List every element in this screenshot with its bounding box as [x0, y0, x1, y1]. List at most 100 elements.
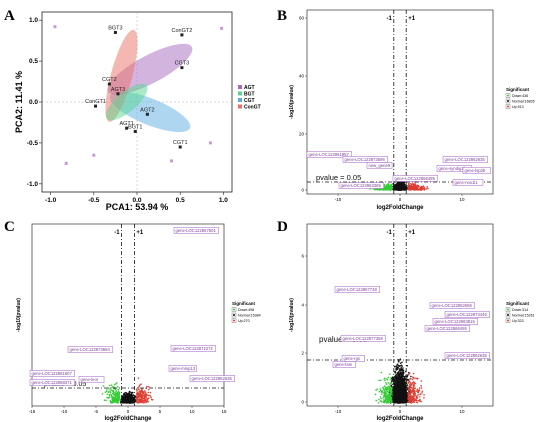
volcano-point-down: [118, 393, 121, 395]
volcano-xtick-label: -10: [61, 409, 68, 414]
volcano-point-up: [413, 392, 415, 395]
volcano-point: [394, 184, 397, 186]
volcano-point-up: [409, 382, 412, 384]
volcano-point-down: [386, 186, 388, 189]
volcano-point: [400, 387, 403, 389]
volcano-point: [402, 369, 404, 372]
volcano-point: [402, 367, 404, 369]
pca-ytick-label: 0.5: [29, 58, 38, 65]
volcano-point-down: [385, 188, 387, 190]
volcano-point-down: [386, 398, 389, 401]
volcano-point: [396, 184, 398, 187]
volcano-point: [395, 383, 398, 386]
volcano-point-up: [414, 382, 417, 385]
volcano-point-down: [375, 389, 377, 391]
gene-label-box: [444, 352, 490, 359]
volcano-point-down: [111, 401, 114, 403]
volcano-legend-dot: [507, 319, 509, 322]
volcano-point: [394, 187, 396, 190]
volcano-point-up: [416, 399, 418, 402]
volcano-point-up: [427, 187, 429, 190]
volcano-point: [403, 381, 405, 384]
gene-label-box: [332, 361, 356, 368]
volcano-legend-dot: [507, 94, 509, 97]
volcano-point-up: [423, 394, 425, 396]
volcano-point-down: [110, 389, 113, 391]
gene-label-box: [366, 162, 393, 169]
volcano-point-up: [421, 390, 424, 393]
volcano-point-down: [103, 399, 106, 401]
volcano-point-down: [390, 386, 393, 389]
volcano-point-down: [113, 396, 116, 399]
volcano-vline-label: +1: [408, 16, 416, 22]
volcano-point-up: [411, 387, 413, 389]
volcano-point: [131, 396, 134, 398]
volcano-point-up: [144, 391, 146, 394]
volcano-point-down: [378, 390, 381, 393]
volcano-point-down: [383, 183, 386, 186]
volcano-point-up: [140, 396, 142, 399]
volcano-point-up: [420, 385, 422, 387]
volcano-xtick-label: 0: [399, 197, 402, 202]
gene-label-box: [170, 345, 216, 352]
volcano-point: [391, 376, 394, 379]
volcano-xtick-label: 10: [189, 409, 195, 414]
volcano-b-ylabel: -log10(pvalue): [289, 85, 295, 119]
volcano-point: [404, 387, 406, 390]
volcano-point: [124, 397, 127, 399]
volcano-xtick-label: 0: [127, 409, 130, 414]
volcano-ytick-label: 6: [301, 254, 304, 259]
volcano-point: [402, 186, 404, 189]
volcano-point-up: [415, 390, 418, 392]
gene-label: gene-LOC122873684: [70, 347, 111, 352]
pca-outlier-point: [170, 159, 174, 163]
pca-xtick-label: 0.0: [132, 197, 141, 204]
volcano-point-up: [416, 401, 419, 404]
volcano-point-up: [408, 372, 411, 374]
volcano-point-up: [412, 186, 415, 188]
volcano-point-down: [105, 390, 108, 393]
volcano-point-up: [417, 394, 419, 396]
volcano-point-down: [383, 399, 385, 401]
volcano-point-up: [411, 381, 414, 384]
volcano-point: [402, 384, 404, 387]
volcano-point-up: [414, 387, 417, 389]
volcano-point-up: [412, 376, 414, 378]
volcano-point-up: [411, 188, 414, 191]
gene-label: gene-LOC122863815: [435, 319, 476, 324]
volcano-point-down: [383, 388, 385, 391]
volcano-point-up: [409, 378, 411, 380]
pca-legend-swatch: [238, 85, 242, 89]
volcano-point-up: [414, 185, 417, 188]
volcano-point: [393, 376, 396, 378]
volcano-point: [404, 377, 406, 380]
volcano-pvalue-label: pvalue = 0.05: [316, 173, 361, 182]
volcano-point-down: [381, 401, 383, 403]
volcano-point-up: [412, 389, 414, 392]
volcano-point-down: [116, 398, 119, 400]
pca-point-label: ConGT1: [85, 99, 106, 105]
pca-point: [113, 30, 117, 34]
volcano-point-up: [408, 188, 411, 191]
volcano-point-down: [115, 394, 118, 396]
volcano-point: [132, 397, 135, 400]
volcano-point-up: [409, 396, 412, 399]
volcano-point-down: [102, 385, 105, 387]
volcano-point-up: [407, 391, 410, 394]
volcano-point-up: [409, 383, 411, 385]
volcano-point-up: [420, 187, 423, 190]
volcano-point-up: [410, 400, 412, 403]
volcano-point-up: [143, 392, 145, 395]
volcano-point-down: [389, 185, 392, 187]
volcano-point-up: [413, 401, 416, 403]
gene-label: gene-LOC122877358: [343, 336, 384, 341]
gene-label: gene-rgs: [344, 356, 361, 361]
volcano-point-up: [143, 399, 146, 402]
volcano-point: [403, 389, 406, 391]
volcano-point: [400, 393, 403, 396]
volcano-point-up: [135, 388, 138, 391]
volcano-point: [405, 375, 407, 378]
volcano-point: [403, 183, 406, 186]
pca-point: [133, 129, 137, 133]
pca-ytick-label: -1.0: [27, 181, 39, 188]
